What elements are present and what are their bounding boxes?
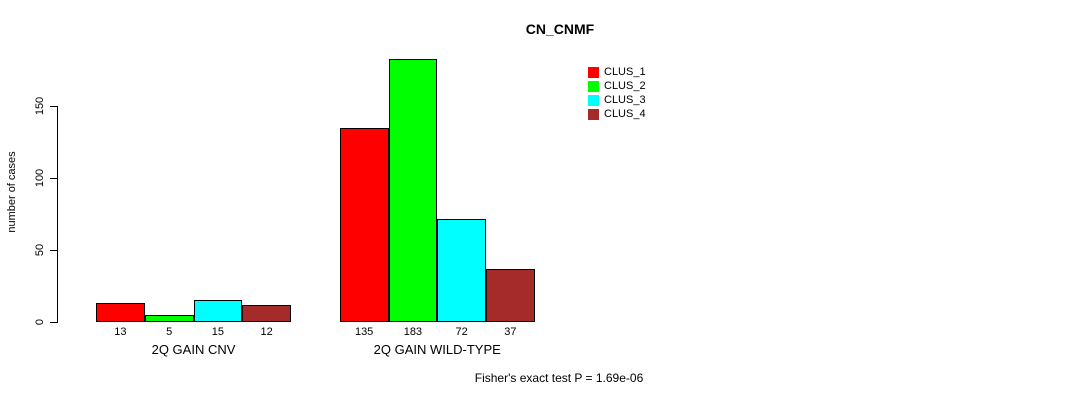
legend-item-clus_4: CLUS_4: [588, 107, 646, 121]
bar-clus_4-group2: [486, 268, 535, 322]
legend-item-clus_3: CLUS_3: [588, 93, 646, 107]
y-axis-tick: [50, 322, 57, 323]
legend-swatch-icon: [588, 94, 599, 106]
legend: CLUS_1 CLUS_2 CLUS_3 CLUS_4: [588, 65, 646, 121]
bar-clus_3-group2: [437, 218, 486, 322]
legend-swatch-icon: [588, 108, 599, 120]
bar-clus_1-group2: [339, 128, 389, 322]
y-axis-tick: [50, 106, 57, 108]
bar-value-label: 15: [211, 326, 224, 338]
legend-item-clus_1: CLUS_1: [588, 65, 646, 79]
bar-value-label: 37: [504, 326, 517, 338]
y-axis-tick-label: 100: [34, 169, 46, 188]
bar-value-label: 72: [455, 326, 468, 338]
y-axis-tick: [50, 250, 57, 252]
footer-note: Fisher's exact test P = 1.69e-06: [474, 371, 644, 385]
legend-label: CLUS_3: [604, 94, 646, 106]
chart-title: CN_CNMF: [525, 21, 595, 37]
y-axis-tick-label: 50: [34, 244, 46, 257]
bar-value-label: 135: [354, 326, 374, 338]
y-axis-tick-label: 0: [34, 318, 46, 326]
y-axis-tick-label: 150: [34, 97, 46, 116]
bar-value-label: 13: [114, 326, 127, 338]
bar-value-label: 12: [260, 326, 273, 338]
y-axis-label: number of cases: [6, 151, 18, 233]
category-label: 2Q GAIN WILD-TYPE: [373, 342, 501, 357]
bar-clus_4-group1: [242, 304, 291, 322]
legend-item-clus_2: CLUS_2: [588, 79, 646, 93]
bar-clus_2-group2: [388, 59, 438, 322]
bar-clus_3-group1: [193, 300, 243, 322]
y-axis-line: [57, 106, 58, 323]
bar-value-label: 183: [403, 326, 423, 338]
category-label: 2Q GAIN CNV: [151, 342, 236, 357]
bar-clus_1-group1: [96, 303, 145, 322]
legend-swatch-icon: [588, 66, 599, 78]
legend-label: CLUS_4: [604, 108, 646, 120]
legend-label: CLUS_1: [604, 66, 646, 78]
legend-swatch-icon: [588, 80, 599, 92]
bar-clus_2-group1: [144, 314, 194, 322]
y-axis-tick: [50, 178, 57, 180]
bar-value-label: 5: [166, 326, 173, 338]
legend-label: CLUS_2: [604, 80, 646, 92]
